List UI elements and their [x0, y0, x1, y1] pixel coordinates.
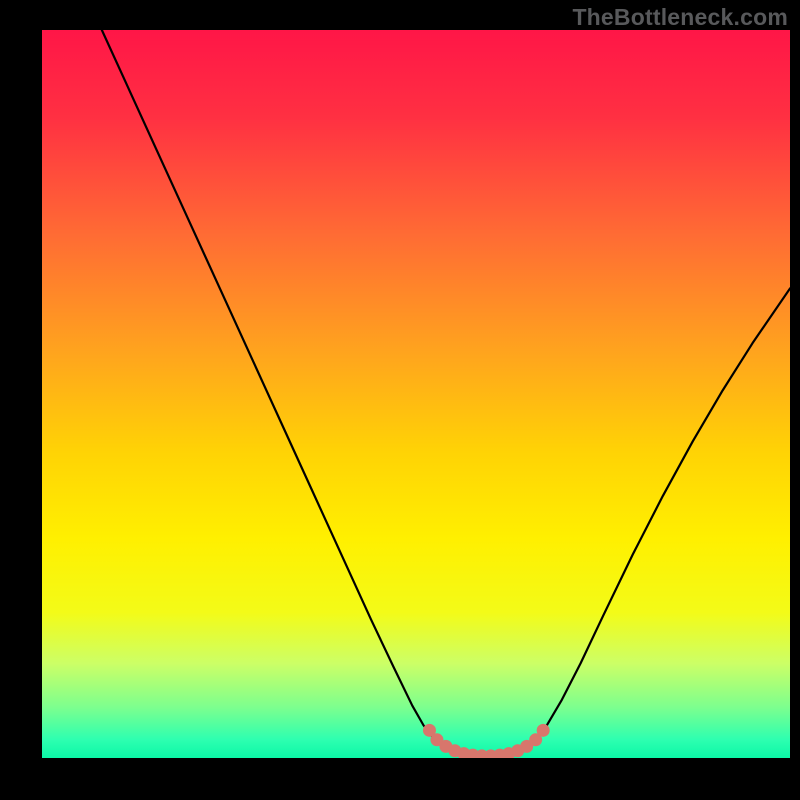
chart-svg — [42, 30, 790, 758]
plot-area — [42, 30, 790, 758]
optimal-range-marker — [537, 724, 550, 737]
chart-frame: TheBottleneck.com — [0, 0, 800, 800]
bottleneck-curve — [102, 30, 790, 756]
watermark-text: TheBottleneck.com — [572, 4, 788, 31]
